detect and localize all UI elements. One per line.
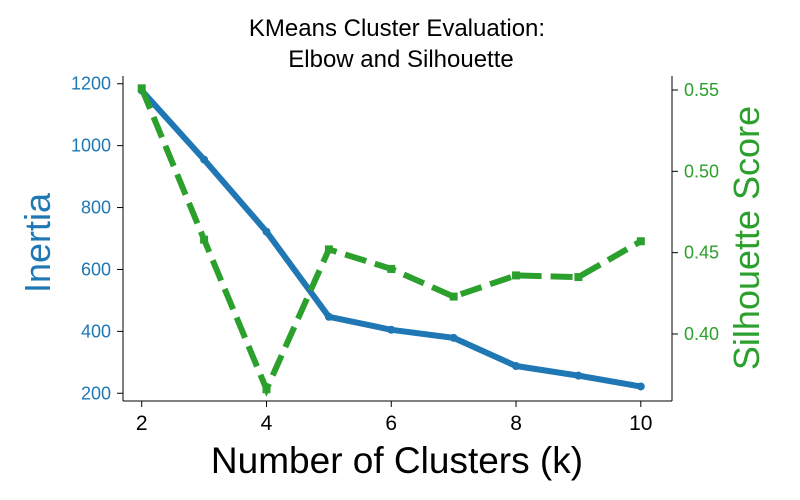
left-axis-tick-label: 1000: [71, 136, 111, 156]
series-1-point: [262, 227, 271, 236]
right-axis-tick-label: 0.40: [684, 324, 719, 344]
series-2-point: [137, 84, 146, 93]
left-axis-tick-label: 600: [81, 259, 111, 279]
series-2-point: [200, 235, 209, 244]
right-y-axis: 0.40 0.45 0.50 0.55: [671, 76, 719, 401]
series-1-point: [200, 155, 209, 164]
chart-title-line-2: Elbow and Silhouette: [288, 46, 514, 73]
x-axis-label: Number of Clusters (k): [211, 440, 583, 481]
series-1-line: [138, 87, 644, 390]
series-2-point: [636, 237, 645, 246]
x-axis-tick-label: 4: [261, 412, 273, 435]
right-y-axis-label: Silhouette Score: [726, 106, 767, 370]
series-2-point: [262, 385, 271, 394]
series-layer: [137, 84, 645, 397]
right-axis-tick-label: 0.55: [684, 80, 719, 100]
series-2-point: [449, 292, 458, 301]
x-axis-tick-label: 6: [385, 412, 397, 435]
left-axis-tick-label: 800: [81, 198, 111, 218]
series-1-point: [636, 382, 645, 391]
series-2-point: [387, 264, 396, 273]
series-2-point: [512, 271, 521, 280]
series-2-point: [324, 245, 333, 254]
series-2-line: [138, 87, 643, 397]
series-2-point: [574, 273, 583, 282]
series-1-point: [512, 362, 521, 371]
series-1-point: [574, 371, 583, 380]
chart-title-line-1: KMeans Cluster Evaluation:: [249, 15, 545, 42]
series-1-point: [324, 312, 333, 321]
series-1-point: [449, 333, 458, 342]
right-axis-tick-label: 0.45: [684, 243, 719, 263]
left-y-axis-label: Inertia: [17, 192, 58, 293]
left-y-axis: 200 400 600 800 1000 1200: [71, 74, 124, 403]
right-axis-tick-label: 0.50: [684, 161, 719, 181]
x-axis-tick-label: 2: [136, 412, 148, 435]
x-axis-tick-label: 10: [629, 412, 652, 435]
x-axis: 2 4 6 8 10: [123, 400, 672, 435]
series-1-point: [387, 325, 396, 334]
left-axis-tick-label: 1200: [71, 74, 111, 94]
left-axis-tick-label: 200: [81, 383, 111, 403]
left-axis-tick-label: 400: [81, 321, 111, 341]
x-axis-tick-label: 8: [510, 412, 522, 435]
